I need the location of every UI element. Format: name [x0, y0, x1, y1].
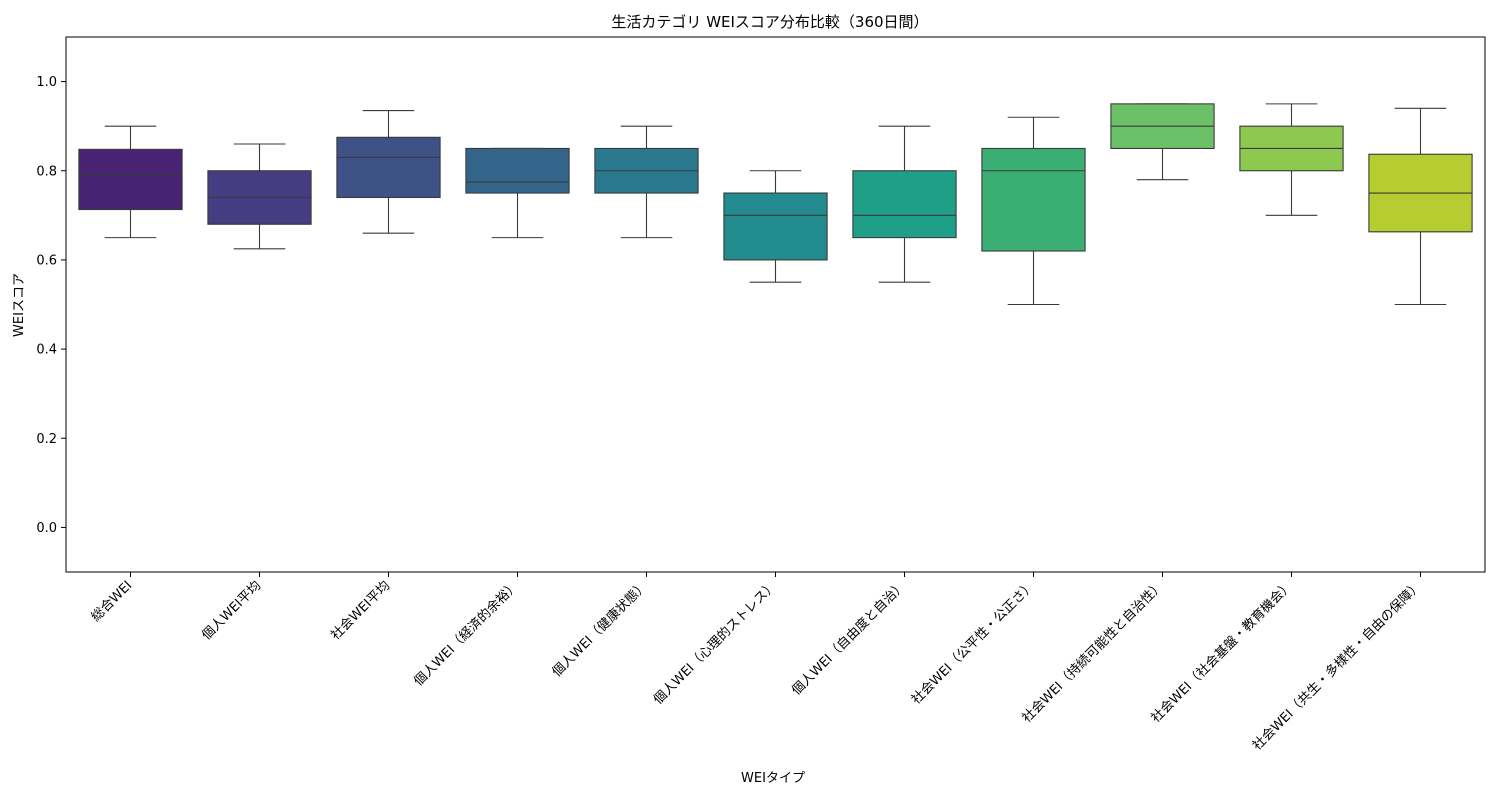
box — [336, 136, 441, 199]
box — [78, 148, 183, 211]
y-tick-label: 0.0 — [36, 521, 57, 536]
plot-frame — [65, 36, 1486, 573]
box — [981, 147, 1086, 252]
chart-title: 生活カテゴリ WEIスコア分布比較（360日間） — [611, 13, 928, 31]
x-tick-label: 社会WEI平均 — [328, 578, 394, 644]
box — [465, 147, 570, 194]
x-tick-label: 個人WEI（心理的ストレス） — [650, 578, 780, 708]
x-tick-label: 個人WEI平均 — [199, 578, 264, 643]
box — [723, 192, 828, 261]
y-axis-label: WEIスコア — [12, 273, 27, 337]
x-tick-label: 総合WEI — [89, 578, 136, 625]
y-tick-label: 0.2 — [36, 432, 57, 447]
x-axis-label: WEIタイプ — [741, 771, 805, 786]
x-tick-label: 社会WEI（持続可能性と自治性） — [1019, 578, 1167, 726]
x-tick-label: 個人WEI（健康状態） — [549, 578, 651, 680]
y-tick-label: 1.0 — [36, 75, 57, 90]
y-tick-label: 0.8 — [36, 164, 57, 179]
box — [852, 170, 957, 239]
y-tick-label: 0.4 — [36, 343, 57, 358]
x-tick-label: 個人WEI（経済的余裕） — [411, 578, 523, 690]
x-tick-label: 個人WEI（自由度と自治） — [788, 578, 909, 699]
x-tick-label: 社会WEI（公平性・公正さ） — [908, 578, 1038, 708]
x-tick-label: 社会WEI（社会基盤・教育機会） — [1148, 578, 1296, 726]
y-tick-label: 0.6 — [36, 253, 57, 268]
